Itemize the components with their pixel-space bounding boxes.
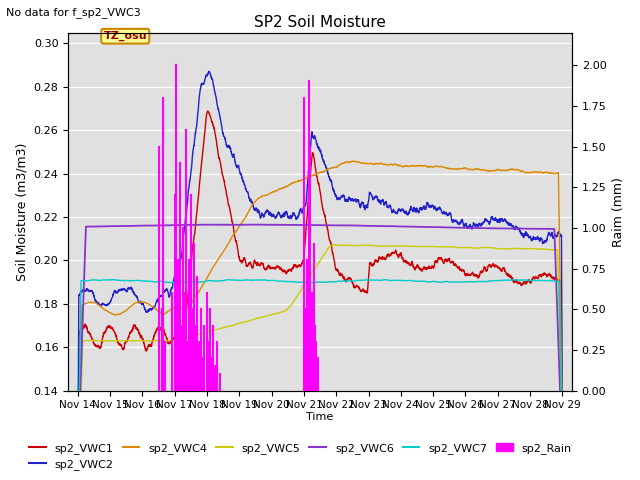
Title: SP2 Soil Moisture: SP2 Soil Moisture xyxy=(254,15,386,30)
Text: No data for f_sp2_VWC3: No data for f_sp2_VWC3 xyxy=(6,7,141,18)
Y-axis label: Raim (mm): Raim (mm) xyxy=(612,177,625,247)
Text: TZ_osu: TZ_osu xyxy=(104,31,147,41)
X-axis label: Time: Time xyxy=(307,412,333,422)
Y-axis label: Soil Moisture (m3/m3): Soil Moisture (m3/m3) xyxy=(15,143,28,281)
Legend: sp2_VWC1, sp2_VWC2, sp2_VWC4, sp2_VWC5, sp2_VWC6, sp2_VWC7, sp2_Rain: sp2_VWC1, sp2_VWC2, sp2_VWC4, sp2_VWC5, … xyxy=(25,438,576,474)
